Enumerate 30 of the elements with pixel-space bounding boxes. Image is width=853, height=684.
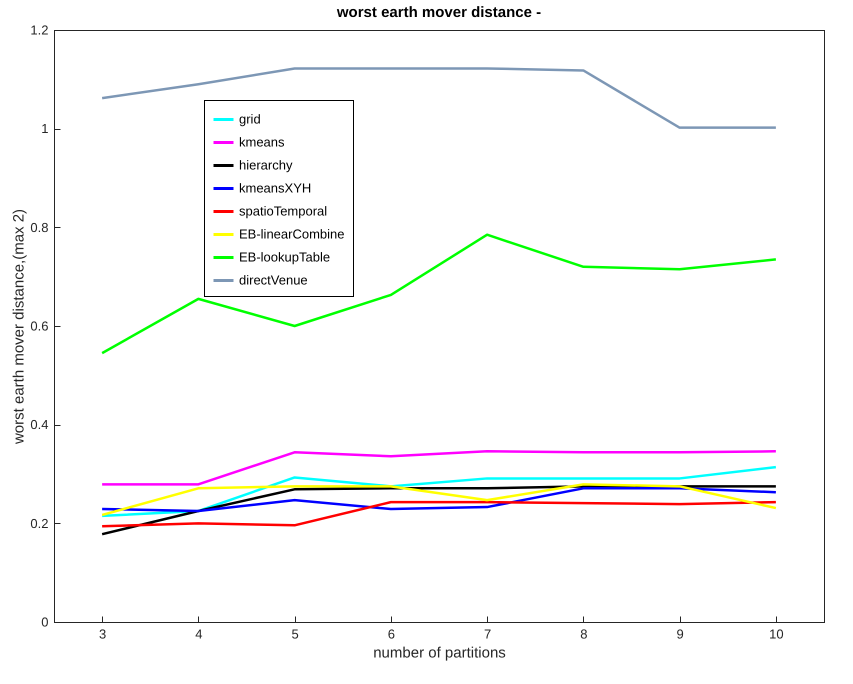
y-tick-label: 0.8 [30,220,48,235]
y-tick-label: 1 [41,121,48,136]
legend-label: spatioTemporal [239,204,328,218]
legend-label: EB-lookupTable [239,250,330,264]
legend-label: directVenue [239,272,308,288]
legend-label: EB-linearCombine [239,226,344,242]
x-tick-label: 5 [292,626,299,642]
x-tick-label: 6 [388,626,395,642]
y-tick-label: 0 [41,614,48,630]
x-axis-title: number of partitions [373,644,506,662]
legend-label: hierarchy [239,158,293,172]
x-tick-label: 9 [676,626,684,642]
x-tick-label: 7 [484,626,492,642]
y-axis-title: worst earth mover distance,(max 2) [10,208,28,446]
x-tick-label: 4 [195,626,202,642]
x-tick-label: 3 [99,626,106,642]
chart-title: worst earth mover distance - [336,4,542,21]
line-series [100,466,778,518]
legend-label: grid [239,112,261,126]
y-tick-label: 0.6 [30,318,48,334]
line-series [100,67,778,129]
legend-label: kmeans [239,134,286,150]
line-series [100,500,778,528]
legend-label: kmeansXYH [239,180,312,196]
y-tick-label: 1.2 [30,22,48,38]
x-tick-label: 8 [580,626,588,642]
line-series [100,450,778,486]
y-tick-label: 0.2 [30,516,48,531]
x-tick-label: 10 [769,626,784,642]
y-tick-label: 0.4 [30,417,48,432]
